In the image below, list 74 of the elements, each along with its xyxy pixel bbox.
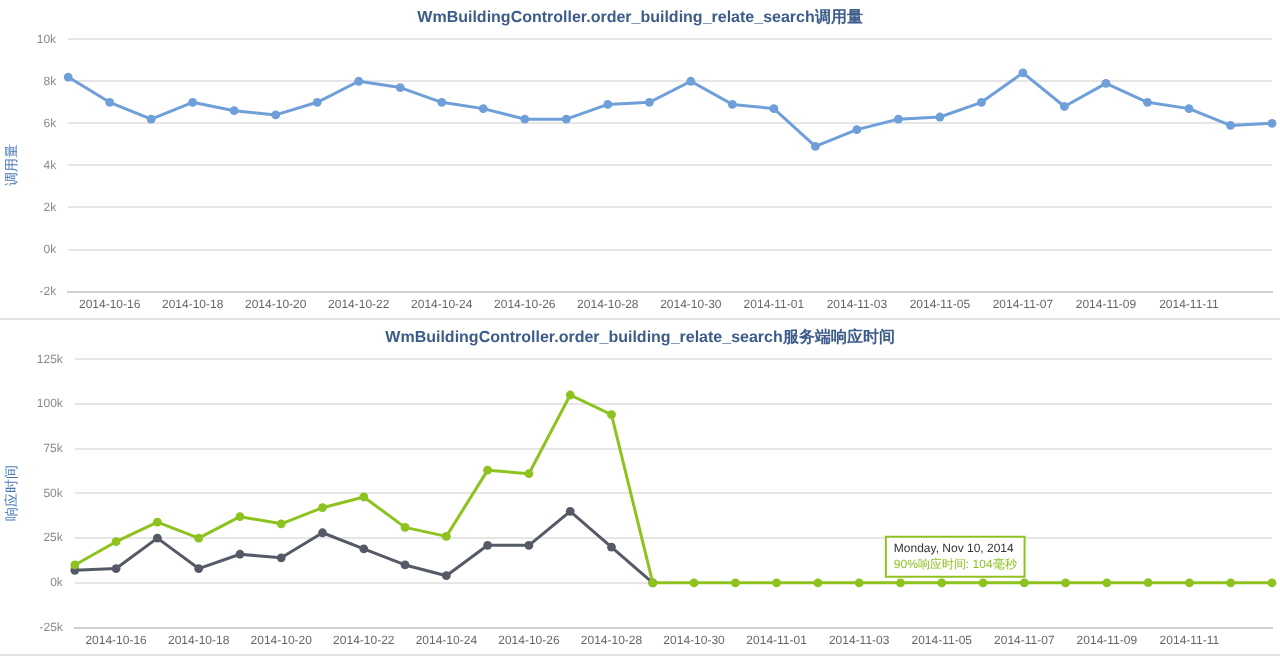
point [1019, 578, 1029, 588]
point [483, 540, 493, 550]
point [400, 523, 410, 532]
point [1102, 578, 1112, 588]
point [978, 578, 988, 588]
point [1267, 118, 1277, 128]
point [1226, 121, 1235, 130]
point [1185, 578, 1194, 588]
point [689, 578, 699, 588]
point [359, 544, 369, 554]
point [1143, 578, 1153, 588]
point [644, 97, 654, 107]
point [607, 542, 616, 552]
point [194, 564, 204, 573]
point [111, 537, 121, 547]
point [1267, 578, 1277, 588]
point [524, 540, 534, 550]
point [276, 519, 286, 529]
point [893, 114, 903, 124]
point [977, 97, 986, 107]
point [354, 76, 364, 86]
point [1226, 578, 1236, 588]
point [1101, 78, 1111, 88]
point [359, 492, 369, 502]
point [937, 578, 947, 588]
point [395, 83, 405, 92]
point [478, 104, 488, 114]
point [1060, 102, 1069, 111]
point [1143, 97, 1152, 107]
point [565, 390, 575, 400]
point [235, 549, 245, 559]
point [229, 106, 239, 116]
point [276, 553, 286, 563]
point [235, 512, 245, 522]
point [561, 114, 571, 124]
point [105, 97, 115, 107]
point [607, 410, 616, 420]
point [852, 125, 862, 135]
point [603, 100, 613, 109]
point [318, 503, 327, 513]
point [400, 560, 410, 570]
chart-title: WmBuildingController.order_building_relate_search调用量 [417, 8, 863, 27]
point [312, 97, 322, 107]
point [111, 564, 121, 573]
point [146, 114, 156, 124]
point [441, 531, 451, 541]
point [854, 578, 864, 588]
point [1018, 68, 1028, 78]
point [565, 506, 575, 516]
point [727, 100, 737, 109]
point [813, 578, 823, 588]
point [441, 571, 451, 581]
point [769, 104, 779, 114]
point [318, 528, 327, 538]
point [1184, 104, 1194, 114]
point [483, 465, 493, 475]
point [520, 114, 530, 124]
point [188, 97, 198, 107]
point [1061, 578, 1070, 588]
point [70, 560, 80, 570]
point [935, 112, 945, 122]
point [772, 578, 782, 588]
point [437, 97, 447, 107]
point [152, 517, 162, 527]
chart-title: WmBuildingController.order_building_relate_search服务端响应时间 [385, 326, 895, 347]
point [63, 72, 73, 82]
point [730, 578, 740, 588]
point [194, 533, 204, 543]
point [152, 533, 162, 543]
point [896, 578, 905, 588]
point [524, 469, 534, 479]
point [271, 110, 281, 120]
point [810, 142, 820, 151]
point [686, 76, 696, 86]
